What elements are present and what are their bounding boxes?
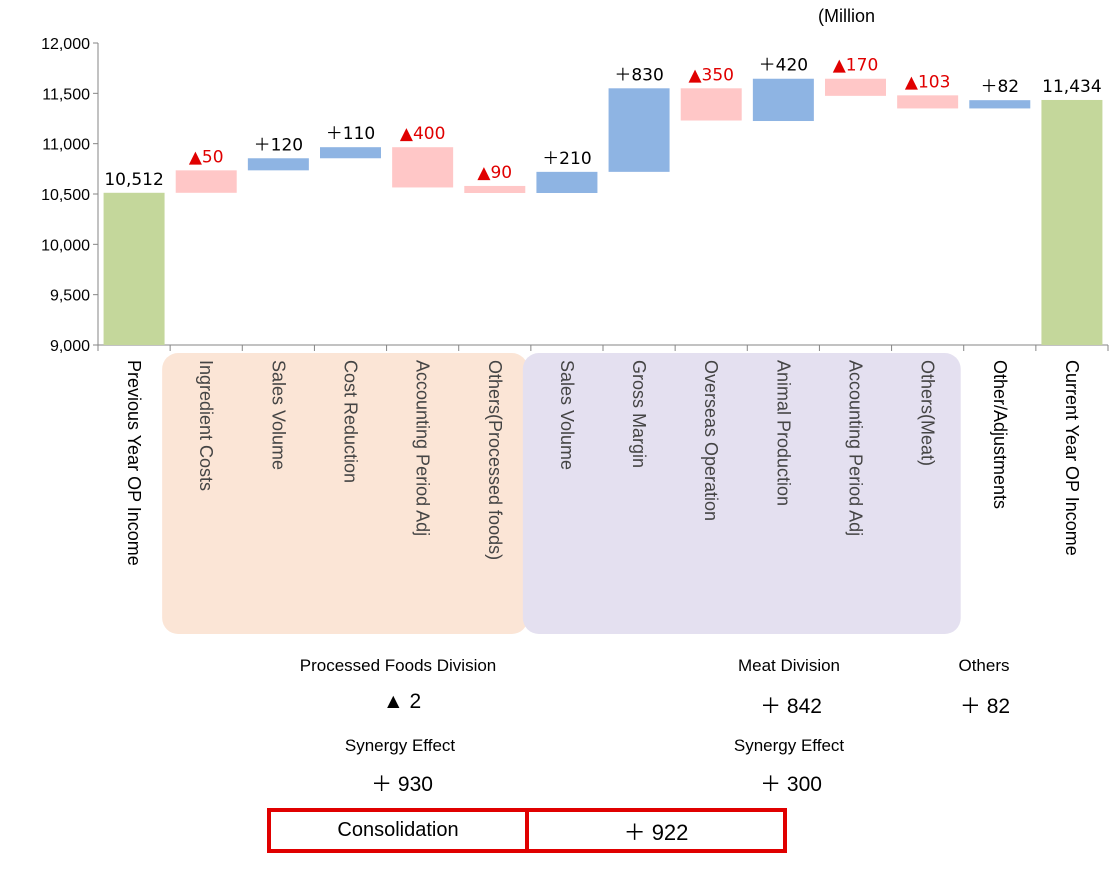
meat-division-value: ＋ 842 (760, 695, 822, 718)
category-labels: Previous Year OP Income Ingredient Costs S… (124, 360, 1082, 566)
meat-division-name: Meat Division (737, 656, 841, 675)
category-label: Others(Meat) (918, 360, 938, 466)
bar-increase (969, 100, 1031, 109)
bar-value-label: 11,434 (1042, 77, 1101, 97)
others-division-value: ＋ 82 (959, 695, 1011, 718)
bar-decrease (175, 170, 237, 193)
consolidation-box: Consolidation ＋ 922 (267, 808, 791, 853)
bar-decrease (392, 147, 454, 188)
category-label: Other/Adjustments (990, 360, 1010, 509)
bar-value-label: ＋82 (980, 77, 1019, 97)
waterfall-chart: 9,000 9,500 10,000 10,500 11,000 11,500 12,000… (41, 36, 1109, 634)
unit-label: (Million (818, 6, 876, 26)
category-label: Animal Production (773, 360, 793, 506)
bar-value-label: ▲103 (905, 72, 951, 92)
bar-value-label: ▲170 (833, 56, 879, 76)
division-group-backgrounds (162, 353, 961, 634)
bar-increase (752, 78, 814, 122)
y-tick-label: 9,500 (50, 288, 90, 305)
bar-decrease (897, 95, 959, 109)
y-axis: 9,000 9,500 10,000 10,500 11,000 11,500 12,000 (41, 36, 1109, 355)
category-label: Gross Margin (629, 360, 649, 468)
processed-foods-group-bg (162, 353, 528, 634)
meat-synergy-label: Synergy Effect (733, 736, 845, 755)
processed-synergy-value: ＋ 930 (371, 773, 433, 796)
category-label: Current Year OP Income (1062, 360, 1082, 556)
consolidation-value: ＋ 922 (525, 808, 787, 853)
y-tick-label: 9,000 (50, 338, 90, 355)
category-label: Accounting Period Adj (846, 360, 866, 536)
bar-decrease (680, 88, 742, 121)
bar-value-label: ＋420 (759, 56, 808, 76)
bar-increase (320, 147, 381, 159)
bar-total (103, 192, 165, 345)
bar-value-label: ▲50 (189, 147, 224, 167)
bar-value-labels: 10,512 ▲50 ＋120 ＋110 ▲400 ▲90 ＋210 ＋830 ▲350 ＋420… (104, 56, 1101, 190)
processed-division-value: ▲ 2 (382, 690, 422, 713)
bar-increase (247, 158, 309, 171)
bar-value-label: ＋210 (542, 149, 591, 169)
bar-value-label: ▲400 (400, 124, 446, 144)
category-label: Ingredient Costs (196, 360, 216, 491)
processed-synergy-label: Synergy Effect (344, 736, 456, 755)
meat-synergy-value: ＋ 300 (760, 773, 822, 796)
y-tick-label: 12,000 (41, 36, 90, 53)
bar-value-label: ＋120 (254, 135, 303, 155)
bar-value-label: ＋830 (614, 65, 663, 85)
y-tick-label: 11,000 (42, 137, 90, 154)
processed-division-name: Processed Foods Division (299, 656, 497, 675)
category-label: Others(Processed foods) (485, 360, 505, 560)
category-label: Accounting Period Adj (413, 360, 433, 536)
bar-increase (536, 171, 598, 193)
bar-total (1041, 99, 1103, 346)
category-label: Overseas Operation (701, 360, 721, 521)
bar-decrease (825, 78, 886, 96)
category-label: Previous Year OP Income (124, 360, 144, 566)
bars (103, 78, 1103, 346)
category-label: Sales Volume (268, 360, 288, 470)
category-label: Cost Reduction (341, 360, 361, 483)
bar-decrease (464, 185, 526, 193)
bar-value-label: 10,512 (104, 170, 163, 190)
bar-value-label: ▲350 (688, 65, 734, 85)
bar-increase (608, 88, 670, 172)
bar-value-label: ▲90 (477, 163, 512, 183)
category-label: Sales Volume (557, 360, 577, 470)
bar-value-label: ＋110 (326, 124, 375, 144)
meat-group-bg (522, 353, 961, 634)
consolidation-label: Consolidation (267, 808, 529, 853)
others-division-name: Others (958, 656, 1010, 675)
y-tick-label: 10,000 (41, 237, 90, 254)
y-tick-label: 10,500 (41, 187, 90, 204)
y-tick-label: 11,500 (42, 86, 90, 103)
